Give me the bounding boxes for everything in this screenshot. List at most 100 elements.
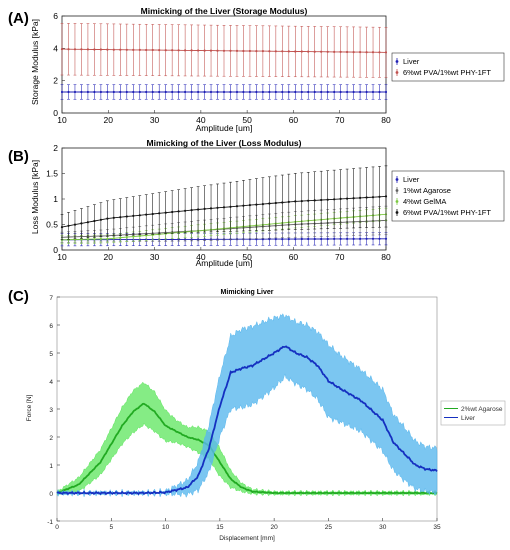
chart-a-series-1-point	[67, 48, 70, 51]
chart-a-series-1-point	[339, 50, 342, 54]
chart-b-series-3-point	[365, 196, 368, 199]
chart-a-series-0-point	[235, 90, 239, 94]
chart-a-series-0-point	[261, 90, 264, 94]
chart-a-series-1-point	[261, 50, 264, 53]
chart-b-xtick-label: 40	[196, 252, 206, 262]
chart-b-series-3-point	[235, 205, 239, 208]
chart-a-series-0-point	[359, 90, 362, 94]
chart-b-series-0-point	[307, 237, 310, 241]
chart-b-series-3-point	[80, 222, 83, 225]
chart-b-series-0-point	[333, 237, 336, 240]
chart-c-series-1-line	[56, 345, 438, 496]
chart-a-series-0-point	[86, 90, 89, 94]
chart-c-xtick-label: 5	[109, 524, 113, 531]
chart-b-ytick-label: 0	[53, 245, 58, 255]
chart-c-xtick-label: 30	[379, 524, 387, 531]
chart-a-series-0-point	[119, 90, 122, 94]
chart-c-xtick-label: 10	[162, 524, 170, 531]
chart-a-series-1-point	[255, 50, 258, 53]
chart-b-series-3-point	[274, 201, 277, 205]
chart-b-series-3-point	[197, 208, 200, 211]
chart-b-series-0-point	[294, 238, 297, 241]
chart-a-series-0-point	[352, 90, 355, 94]
chart-a-series-1-point	[209, 49, 213, 52]
chart-a-series-0-point	[248, 90, 251, 94]
chart-a-series-1-point	[300, 50, 303, 53]
chart-a-series-1-point	[132, 48, 135, 52]
chart-a-series-1-point	[313, 50, 316, 53]
chart-a-legend	[391, 52, 505, 82]
chart-c-xtick-label: 25	[325, 524, 333, 531]
chart-a-series-1-point	[216, 49, 219, 52]
chart-b-series-0-point	[365, 237, 368, 240]
chart-c-ytick-label: 0	[49, 491, 53, 498]
chart-c-series-0-line	[56, 402, 438, 495]
chart-b-series-3-point	[281, 201, 284, 204]
chart-b-series-3-point	[177, 210, 180, 213]
chart-a-series-1-point	[177, 49, 180, 52]
chart-b-series-2-point	[112, 237, 115, 240]
chart-c-ytick-label: 1	[49, 463, 53, 470]
chart-c-legend	[440, 400, 506, 426]
chart-b-series-3-point	[371, 196, 375, 199]
chart-a-legend-marker	[395, 60, 399, 63]
chart-a-series-0-point	[229, 90, 232, 94]
chart-a-series-0-point	[313, 90, 316, 94]
chart-a-series-0-point	[307, 90, 310, 94]
chart-c-xtick-label: 0	[55, 524, 59, 531]
chart-a-series-1-point	[99, 48, 102, 51]
chart-b-series-3-point	[216, 206, 219, 209]
chart-a-series-0-point	[177, 90, 180, 94]
chart-a-series-1-point	[287, 50, 290, 53]
chart-a-series-1-point	[86, 48, 89, 51]
chart-a-series-0-point	[158, 90, 161, 94]
chart-b-series-0-point	[274, 238, 277, 241]
chart-c-xtick-label: 35	[433, 524, 441, 531]
chart-b-series-0-point	[320, 237, 323, 241]
chart-b-series-2-point	[86, 238, 89, 241]
chart-a-xtick-label: 80	[381, 115, 391, 125]
chart-b-series-3-point	[261, 203, 264, 206]
chart-b-series-3-point	[268, 202, 271, 205]
chart-a-series-0-point	[378, 90, 381, 94]
chart-b-series-2-point	[132, 235, 135, 238]
chart-a-ytick-label: 6	[53, 11, 58, 21]
chart-a-series-0-point	[138, 90, 141, 94]
chart-a-series-0-point	[326, 90, 329, 94]
chart-b-series-3-point	[255, 203, 258, 206]
chart-b-legend-label: 6%wt PVA/1%wt PHY-1FT	[403, 208, 491, 217]
chart-b-series-3-point	[248, 204, 251, 207]
chart-a-series-0-point	[274, 90, 277, 94]
chart-a-series-0-point	[287, 90, 290, 94]
chart-a-series-0-point	[184, 90, 187, 94]
chart-b-series-2-point	[93, 238, 96, 241]
chart-a-series-1-point	[190, 49, 193, 52]
chart-a-series-1-point	[203, 49, 206, 52]
chart-b-series-3-point	[203, 207, 206, 210]
chart-b-series-2-point	[138, 234, 141, 238]
chart-a-series-1-point	[333, 50, 336, 54]
chart-a-series-1-point	[119, 48, 122, 51]
chart-c-ylabel: Force [N]	[26, 394, 33, 421]
chart-b-xtick-label: 50	[242, 252, 252, 262]
chart-a-series-1-point	[235, 49, 239, 53]
chart-b-series-2-point	[99, 237, 102, 240]
chart-a-series-0-point	[171, 90, 174, 94]
chart-b-series-0-point	[326, 237, 329, 241]
chart-a-series-1-point	[125, 48, 128, 51]
chart-c-xtick-label: 20	[271, 524, 279, 531]
chart-a-series-0-point	[151, 90, 154, 94]
chart-a-series-0	[60, 84, 388, 100]
chart-b-series-0-point	[384, 237, 388, 240]
chart-b-ytick-label: 1.5	[46, 169, 58, 179]
chart-a-series-0-point	[216, 90, 219, 94]
chart-a-series-1-point	[242, 49, 245, 53]
chart-c-ytick-label: -1	[47, 519, 53, 526]
chart-a-series-1-point	[80, 48, 83, 51]
chart-b-series-2-point	[106, 237, 109, 240]
chart-c-legend-label: Liver	[461, 415, 476, 422]
chart-b-series-2-point	[80, 238, 83, 241]
chart-a-legend-label: Liver	[403, 57, 420, 66]
chart-b-series-0-point	[281, 238, 284, 241]
chart-b-series-3-point	[99, 218, 102, 221]
